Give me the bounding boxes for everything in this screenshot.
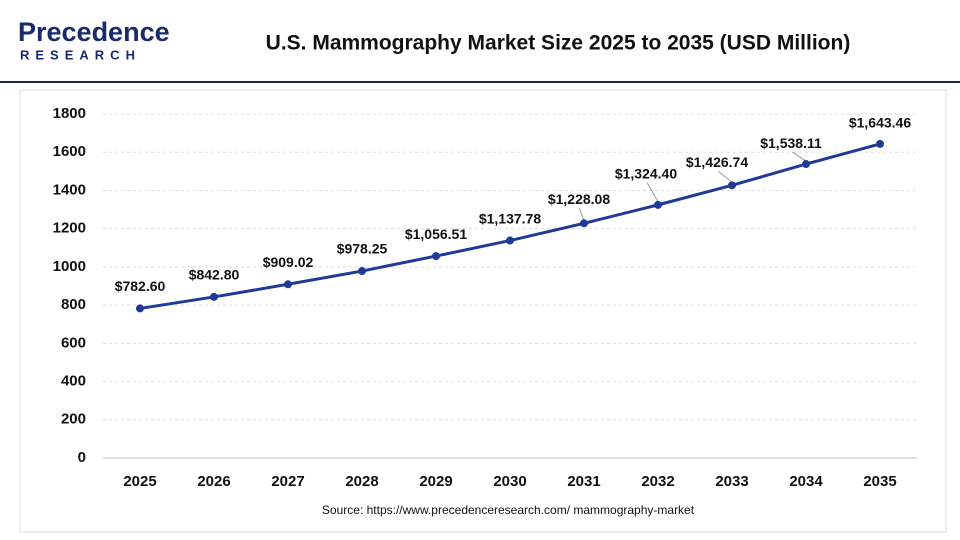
data-label: $1,324.40 xyxy=(615,166,677,182)
chart-title: U.S. Mammography Market Size 2025 to 203… xyxy=(266,32,851,55)
plot-frame xyxy=(19,89,947,533)
point xyxy=(358,267,366,276)
x-tick-label: 2034 xyxy=(789,473,823,490)
logo-name: Precedence xyxy=(18,17,170,47)
point xyxy=(580,219,588,228)
y-tick-label: 0 xyxy=(78,449,86,466)
x-tick-label: 2028 xyxy=(345,473,378,490)
data-label: $1,426.74 xyxy=(686,154,748,170)
leader-line xyxy=(646,182,659,203)
data-label: $842.80 xyxy=(189,267,240,283)
data-label: $1,228.08 xyxy=(548,191,610,207)
x-tick-label: 2026 xyxy=(197,473,230,490)
leader-line xyxy=(718,170,733,183)
x-tick-label: 2032 xyxy=(641,473,674,490)
y-tick-label: 800 xyxy=(61,296,86,313)
y-tick-label: 600 xyxy=(61,334,86,351)
x-tick-label: 2033 xyxy=(715,473,748,490)
point xyxy=(506,236,514,245)
point xyxy=(802,160,810,169)
data-label: $1,137.78 xyxy=(479,210,541,226)
point xyxy=(876,139,884,148)
y-tick-label: 1800 xyxy=(53,105,86,122)
point xyxy=(654,200,662,209)
y-tick-label: 200 xyxy=(61,411,86,428)
y-tick-label: 400 xyxy=(61,373,86,390)
point xyxy=(432,252,440,261)
data-label: $1,056.51 xyxy=(405,226,467,242)
y-tick-label: 1000 xyxy=(53,258,86,275)
x-tick-label: 2030 xyxy=(493,473,526,490)
point xyxy=(284,280,292,289)
data-label: $782.60 xyxy=(115,278,166,294)
x-tick-label: 2029 xyxy=(419,473,452,490)
leader-line xyxy=(579,208,585,221)
data-label: $1,538.11 xyxy=(760,135,822,151)
y-tick-label: 1200 xyxy=(53,220,86,237)
point xyxy=(728,181,736,190)
data-label: $1,643.46 xyxy=(849,115,911,131)
y-tick-label: 1600 xyxy=(53,143,86,160)
logo-tagline: RESEARCH xyxy=(20,47,141,62)
x-tick-label: 2035 xyxy=(863,473,896,490)
data-label: $909.02 xyxy=(263,254,314,270)
y-tick-label: 1400 xyxy=(53,181,86,198)
point xyxy=(210,292,218,301)
leader-line xyxy=(792,151,807,162)
data-label: $978.25 xyxy=(337,241,388,257)
x-tick-label: 2025 xyxy=(123,473,156,490)
x-tick-label: 2031 xyxy=(567,473,600,490)
source-note: Source: https://www.precedenceresearch.c… xyxy=(322,503,695,517)
point xyxy=(136,304,144,313)
x-tick-label: 2027 xyxy=(271,473,304,490)
